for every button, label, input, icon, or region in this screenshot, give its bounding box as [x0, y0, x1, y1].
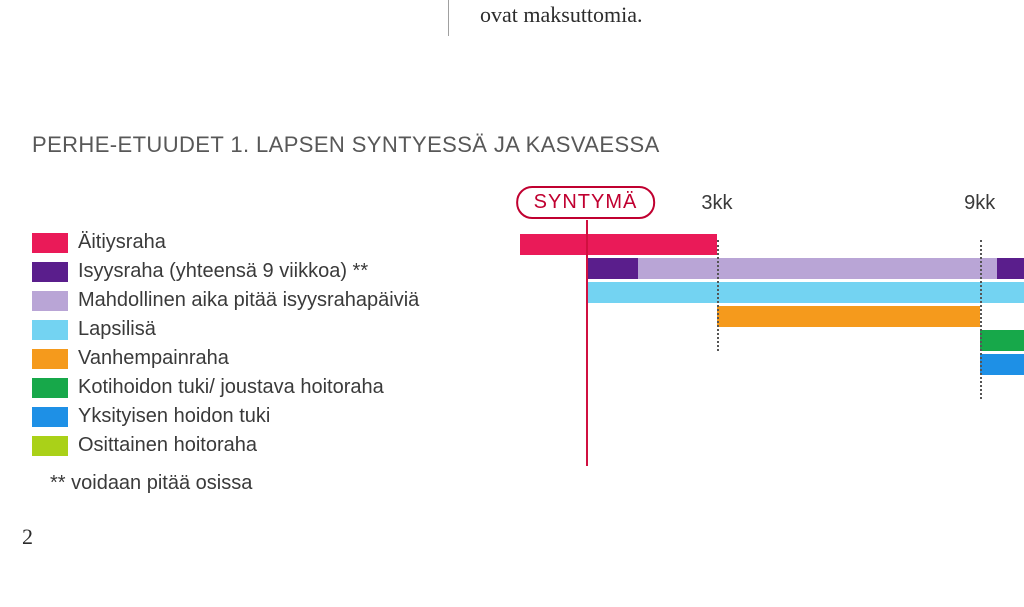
chart-title: PERHE-ETUUDET 1. LAPSEN SYNTYESSÄ JA KAS…	[32, 132, 660, 158]
gantt-bar-yksityisen_hoidon_tuki	[980, 354, 1024, 375]
legend-swatch	[32, 407, 68, 427]
legend-item-kotihoidon_tuki: Kotihoidon tuki/ joustava hoitoraha	[32, 373, 419, 402]
gantt-bar-lapsilisa	[586, 282, 1024, 303]
page-root: ovat maksuttomia. PERHE-ETUUDET 1. LAPSE…	[0, 0, 1024, 607]
chart-legend: Äitiysraha Isyysraha (yhteensä 9 viikkoa)…	[32, 228, 419, 460]
axis-tick-line	[980, 240, 982, 399]
intro-text-fragment: ovat maksuttomia.	[480, 2, 643, 28]
gantt-bar-kotihoidon_tuki	[980, 330, 1024, 351]
birth-marker-line	[586, 220, 588, 466]
axis-tick-label: 3kk	[701, 192, 732, 215]
legend-item-osittainen_hoitoraha: Osittainen hoitoraha	[32, 431, 419, 460]
legend-label: Vanhempainraha	[78, 347, 229, 370]
legend-item-isyysraha: Isyysraha (yhteensä 9 viikkoa) **	[32, 257, 419, 286]
legend-label: Lapsilisä	[78, 318, 156, 341]
legend-swatch	[32, 233, 68, 253]
legend-item-aitiysraha: Äitiysraha	[32, 228, 419, 257]
legend-swatch	[32, 262, 68, 282]
gantt-chart-area: SYNTYMÄ 3kk 9kk	[476, 186, 1024, 476]
legend-label: Isyysraha (yhteensä 9 viikkoa) **	[78, 260, 368, 283]
birth-marker-label: SYNTYMÄ	[516, 186, 656, 219]
gantt-bar-isyysraha	[586, 258, 639, 279]
gantt-bar-aitiysraha	[520, 234, 717, 255]
gantt-bar-isyysraha	[997, 258, 1024, 279]
column-divider	[448, 0, 449, 36]
legend-item-vanhempainraha: Vanhempainraha	[32, 344, 419, 373]
legend-item-yksityisen_hoidon_tuki: Yksityisen hoidon tuki	[32, 402, 419, 431]
page-number: 2	[22, 524, 33, 550]
legend-swatch	[32, 378, 68, 398]
gantt-bar-vanhempainraha	[717, 306, 980, 327]
legend-label: Osittainen hoitoraha	[78, 434, 257, 457]
legend-label: Mahdollinen aika pitää isyysrahapäiviä	[78, 289, 419, 312]
legend-label: Kotihoidon tuki/ joustava hoitoraha	[78, 376, 384, 399]
legend-item-mahd_isyysrahapvt: Mahdollinen aika pitää isyysrahapäiviä	[32, 286, 419, 315]
axis-tick-label: 9kk	[964, 192, 995, 215]
legend-swatch	[32, 436, 68, 456]
legend-swatch	[32, 349, 68, 369]
chart-footnote: ** voidaan pitää osissa	[50, 472, 252, 495]
legend-item-lapsilisa: Lapsilisä	[32, 315, 419, 344]
legend-label: Yksityisen hoidon tuki	[78, 405, 270, 428]
legend-swatch	[32, 291, 68, 311]
legend-label: Äitiysraha	[78, 231, 166, 254]
legend-swatch	[32, 320, 68, 340]
axis-tick-line	[717, 240, 719, 351]
gantt-bar-mahd_isyysrahapvt	[638, 258, 997, 279]
